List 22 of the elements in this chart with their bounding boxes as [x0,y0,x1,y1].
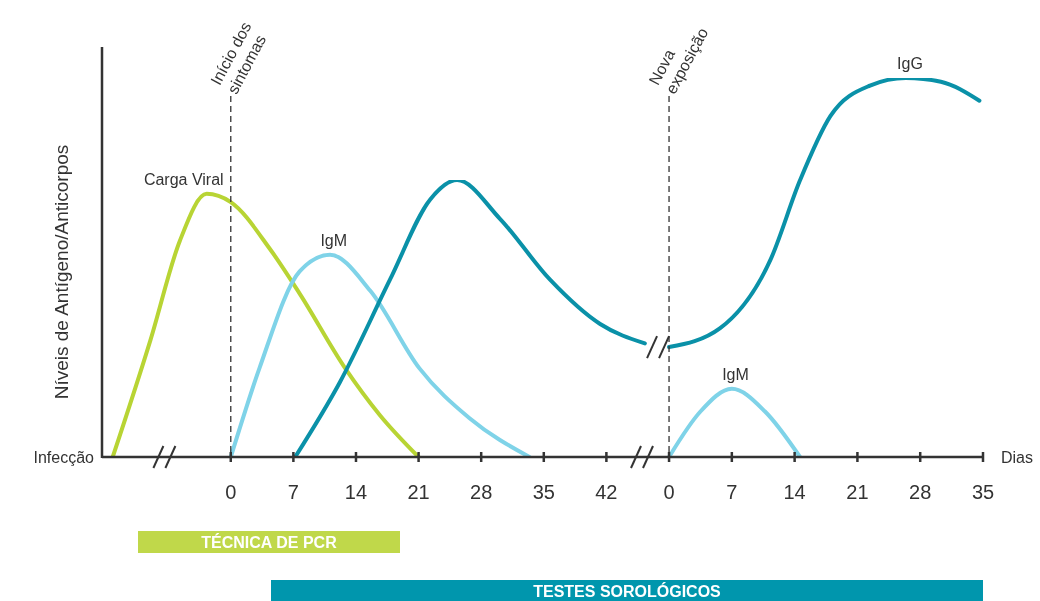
x-tick-label: 35 [532,481,555,504]
x-tick-label: 21 [407,481,430,504]
x-tick-label: 42 [595,481,618,504]
x-tick-label: 0 [225,481,237,504]
text: TESTES SOROLÓGICOS [533,582,722,600]
x-tick-label: 14 [783,481,806,504]
x-tick-label: 0 [663,481,675,504]
x-tick-label: 28 [909,481,932,504]
y-axis-title: Níveis de Antígeno/Anticorpos [51,144,72,400]
text: TÉCNICA DE PCR [201,533,338,551]
x-tick-label: 14 [344,481,368,504]
x-tick-label: 21 [846,481,869,504]
x-axis-title: Dias [1001,449,1034,466]
series-label: Carga Viral [143,170,224,188]
x-tick-label: 7 [287,481,299,504]
series-label: IgM [320,231,348,249]
series-label: IgM [722,365,749,383]
x-tick-label: 35 [971,481,995,504]
x-tick-label: 7 [726,481,738,504]
text: Infecção [33,449,95,466]
series-label: IgG [897,55,923,72]
x-tick-label: 28 [470,481,493,504]
